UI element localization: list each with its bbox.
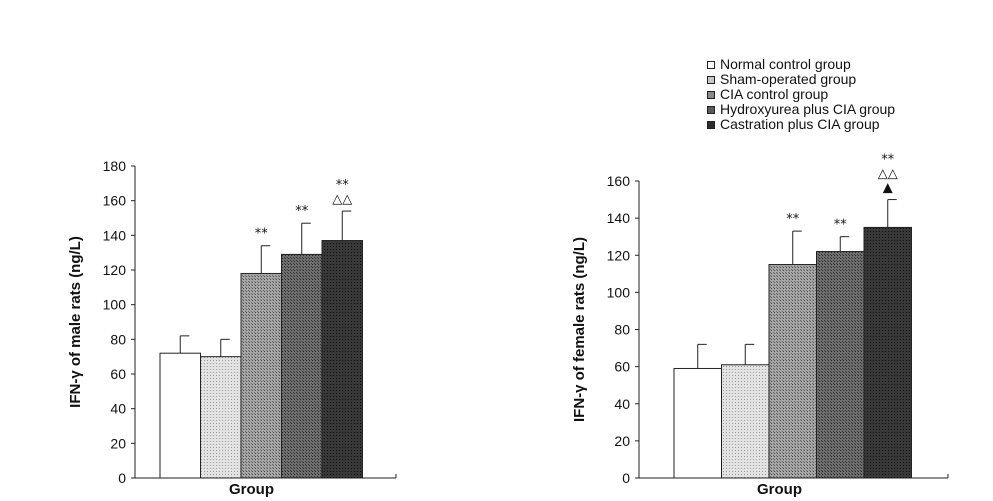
y-tick-label: 80 xyxy=(110,331,126,347)
y-tick-label: 40 xyxy=(110,401,126,417)
y-tick-label: 140 xyxy=(103,227,127,243)
legend-swatch xyxy=(707,105,715,114)
y-tick-label: 160 xyxy=(103,193,127,209)
y-tick-label: 60 xyxy=(614,359,630,375)
significance-mark: ** xyxy=(336,178,350,193)
bar xyxy=(673,367,722,479)
y-tick-label: 0 xyxy=(622,470,630,486)
legend: Normal control group Sham-operated group… xyxy=(707,57,895,132)
y-tick-label: 20 xyxy=(614,433,630,449)
y-tick-label: 40 xyxy=(614,396,630,412)
significance-mark: △△ xyxy=(878,167,898,182)
bar xyxy=(240,272,282,479)
legend-label: Sham-operated group xyxy=(720,71,857,87)
legend-item: Hydroxyurea plus CIA group xyxy=(707,102,895,117)
y-tick-label: 20 xyxy=(110,435,126,451)
bar xyxy=(281,253,323,479)
significance-mark: ** xyxy=(295,204,309,219)
bar xyxy=(768,264,817,479)
chart-male-rats: 0 20 40 60 80 100 120 140 160 180 IFN-γ of male ra… xyxy=(67,158,397,498)
legend-label: Normal control group xyxy=(720,56,851,72)
y-tick-label: 160 xyxy=(607,173,631,189)
y-axis-title: IFN-γ of male rats (ng/L) xyxy=(67,236,84,408)
legend-label: Hydroxyurea plus CIA group xyxy=(720,101,896,117)
bar xyxy=(863,226,912,479)
y-tick-label: 120 xyxy=(607,247,631,263)
chart-female-rats: 0 20 40 60 80 100 120 140 160 IFN-γ of female rat… xyxy=(571,153,949,498)
significance-mark: ▲ xyxy=(883,181,893,196)
legend-item: Normal control group xyxy=(707,57,895,72)
y-tick-label: 80 xyxy=(614,322,630,338)
bar xyxy=(200,356,242,479)
bar xyxy=(321,240,363,479)
y-tick-label: 60 xyxy=(110,366,126,382)
x-axis-title: Group xyxy=(757,481,802,498)
x-axis-title: Group xyxy=(229,481,274,498)
significance-mark: △△ xyxy=(332,192,352,207)
bar xyxy=(816,251,865,479)
y-tick-label: 100 xyxy=(607,284,631,300)
y-tick-label: 140 xyxy=(607,210,631,226)
legend-swatch xyxy=(707,90,715,99)
bar xyxy=(721,364,770,479)
legend-swatch xyxy=(707,75,715,84)
significance-mark: ** xyxy=(255,227,269,242)
y-tick-label: 100 xyxy=(103,297,127,313)
legend-item: Sham-operated group xyxy=(707,72,895,87)
significance-mark: ** xyxy=(786,212,800,227)
legend-swatch xyxy=(707,120,715,129)
y-tick-label: 180 xyxy=(103,158,127,174)
y-tick-label: 0 xyxy=(118,470,126,486)
legend-label: CIA control group xyxy=(720,86,829,102)
legend-label: Castration plus CIA group xyxy=(720,116,880,132)
legend-item: CIA control group xyxy=(707,87,895,102)
significance-mark: ** xyxy=(881,153,895,168)
y-axis-title: IFN-γ of female rats (ng/L) xyxy=(571,237,588,422)
y-tick-label: 120 xyxy=(103,262,127,278)
legend-swatch xyxy=(707,60,715,69)
significance-mark: ** xyxy=(834,218,848,233)
legend-item: Castration plus CIA group xyxy=(707,117,895,132)
bar xyxy=(159,352,201,479)
